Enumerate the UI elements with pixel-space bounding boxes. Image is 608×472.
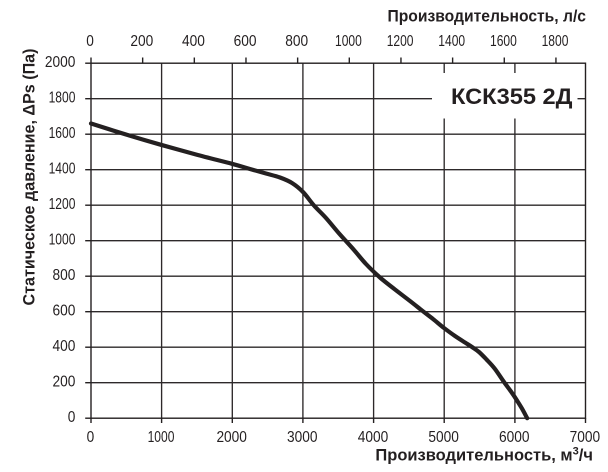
svg-text:600: 600 <box>234 33 257 50</box>
svg-text:400: 400 <box>53 338 76 355</box>
svg-text:3000: 3000 <box>287 429 318 446</box>
svg-text:0: 0 <box>87 429 95 446</box>
svg-text:6000: 6000 <box>499 429 530 446</box>
svg-text:Статическое давление, ΔPs (Па): Статическое давление, ΔPs (Па) <box>21 49 39 306</box>
svg-text:1600: 1600 <box>49 125 76 142</box>
svg-text:2000: 2000 <box>216 429 247 446</box>
svg-text:0: 0 <box>68 409 76 426</box>
svg-text:Производительность, л/с: Производительность, л/с <box>388 8 587 26</box>
svg-text:7000: 7000 <box>570 429 601 446</box>
svg-text:1800: 1800 <box>49 90 76 107</box>
svg-text:800: 800 <box>285 33 308 50</box>
svg-text:КСК355 2Д: КСК355 2Д <box>451 84 573 109</box>
svg-text:Производительность, м3/ч: Производительность, м3/ч <box>375 445 593 464</box>
svg-text:1200: 1200 <box>387 33 414 50</box>
svg-text:800: 800 <box>53 267 76 284</box>
svg-text:200: 200 <box>53 374 76 391</box>
svg-text:0: 0 <box>86 33 94 50</box>
svg-text:4000: 4000 <box>358 429 389 446</box>
svg-text:5000: 5000 <box>428 429 459 446</box>
svg-text:2000: 2000 <box>45 54 76 71</box>
svg-text:1400: 1400 <box>49 161 76 178</box>
svg-text:1400: 1400 <box>438 33 465 50</box>
svg-text:200: 200 <box>130 33 153 50</box>
svg-text:1000: 1000 <box>49 232 76 249</box>
svg-text:1200: 1200 <box>49 196 76 213</box>
svg-text:400: 400 <box>182 33 205 50</box>
svg-text:600: 600 <box>53 303 76 320</box>
svg-text:1600: 1600 <box>490 33 517 50</box>
svg-text:1000: 1000 <box>335 33 362 50</box>
svg-text:1000: 1000 <box>148 429 175 446</box>
svg-text:1800: 1800 <box>542 33 569 50</box>
